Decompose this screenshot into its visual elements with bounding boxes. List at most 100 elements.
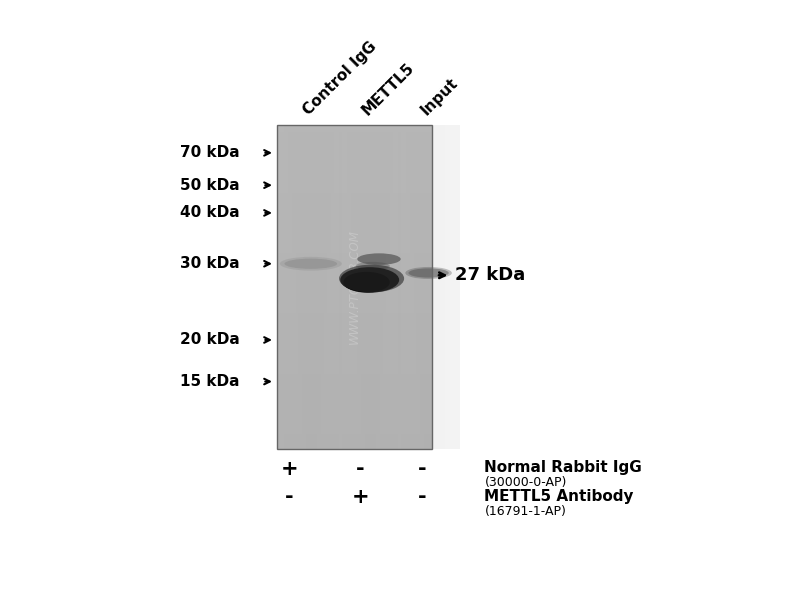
Bar [277,200,432,201]
Bar [277,398,432,400]
Bar [296,125,297,449]
Bar [422,125,424,449]
Bar [277,389,432,391]
Text: 15 kDa: 15 kDa [180,374,239,389]
Bar [277,298,432,300]
Bar [277,178,432,180]
Bar [277,266,432,268]
Bar [277,264,432,266]
Bar [370,125,371,449]
Bar [277,317,432,319]
Bar [277,443,432,445]
Bar [301,125,302,449]
Bar [277,258,432,259]
Bar [277,136,432,138]
Bar [405,125,406,449]
Bar [382,125,383,449]
Bar [277,391,432,392]
Bar [277,347,432,348]
Bar [277,395,432,397]
Bar [277,242,432,243]
Bar [277,400,432,401]
Bar [277,332,432,334]
Bar [336,125,337,449]
Bar [369,125,370,449]
Bar [345,125,346,449]
Bar [332,125,333,449]
Bar [277,143,432,145]
Bar [277,285,432,287]
Bar [418,125,420,449]
Bar [277,401,432,403]
Bar [277,157,432,159]
Bar [378,125,380,449]
Bar [277,374,432,376]
Bar [277,419,432,421]
Bar [340,125,341,449]
Bar [277,240,432,242]
Bar [277,413,432,415]
Bar [277,146,432,148]
Bar [277,135,432,136]
Bar [308,125,310,449]
Bar [305,125,306,449]
Bar [277,221,432,222]
Bar [277,271,432,272]
Bar [277,306,432,308]
Text: -: - [285,487,294,507]
Bar [277,342,432,343]
Bar [277,379,432,380]
Bar [277,159,432,161]
Bar [277,227,432,229]
Bar [277,321,432,322]
Bar [277,385,432,387]
Bar [277,163,432,164]
Bar [328,125,330,449]
Bar [363,125,365,449]
Bar [277,353,432,355]
Bar [277,327,432,329]
Bar [291,125,292,449]
Bar [451,125,452,449]
Bar [277,279,432,280]
Bar [294,125,296,449]
Bar [399,125,400,449]
Bar [427,125,429,449]
Bar [277,387,432,389]
Bar [321,125,322,449]
Bar [277,275,432,277]
Bar [277,259,432,261]
Bar [434,125,435,449]
Bar [426,125,427,449]
Bar [350,125,351,449]
Bar [277,194,432,196]
Bar [307,125,308,449]
Bar [277,141,432,143]
Bar [277,406,432,408]
Bar [277,373,432,374]
Bar [277,418,432,419]
Bar [277,366,432,368]
Bar [277,272,432,274]
Ellipse shape [285,259,337,269]
Bar [277,436,432,437]
Bar [338,125,339,449]
Bar [415,125,416,449]
Bar [277,416,432,418]
Bar [334,125,336,449]
Bar [277,268,432,269]
Bar [277,369,432,371]
Bar [277,156,432,157]
Bar [365,125,366,449]
Bar [277,300,432,301]
Bar [277,319,432,321]
Bar [277,177,432,178]
Bar [356,125,358,449]
Bar [277,251,432,253]
Bar [414,125,415,449]
Bar [277,148,432,149]
Bar [277,305,432,306]
Text: METTL5 Antibody: METTL5 Antibody [485,488,634,503]
Bar [277,180,432,182]
Bar [277,161,432,163]
